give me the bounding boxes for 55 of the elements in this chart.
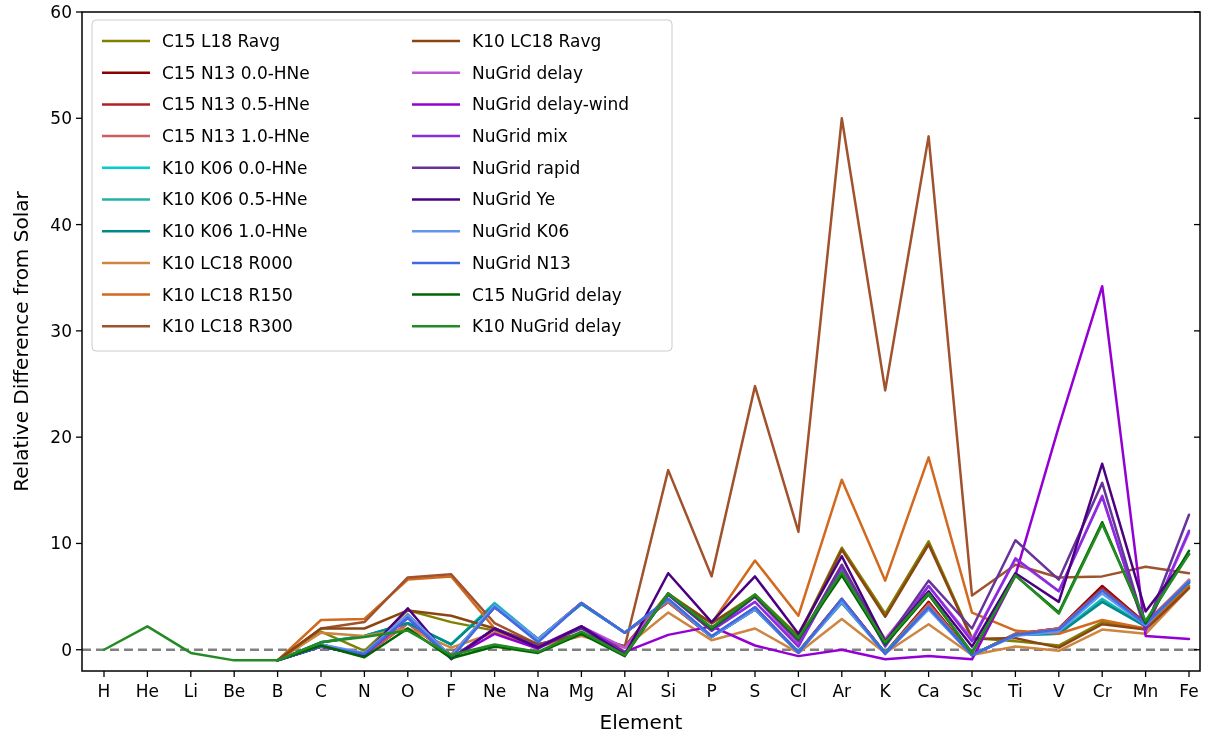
x-tick-label: O: [401, 681, 415, 701]
x-tick-label: Sc: [961, 681, 983, 701]
x-tick-label: S: [749, 681, 761, 701]
x-tick-label: Mg: [568, 681, 595, 701]
x-axis-title: Element: [599, 710, 683, 734]
legend-label: K10 K06 1.0-HNe: [162, 221, 308, 242]
y-tick-label: 60: [50, 1, 72, 22]
legend-label: NuGrid delay: [472, 62, 584, 83]
legend-label: NuGrid mix: [472, 126, 568, 147]
x-tick-label: Cr: [1092, 681, 1112, 701]
legend-label: C15 N13 1.0-HNe: [162, 126, 310, 147]
legend-label: K10 K06 0.0-HNe: [162, 157, 308, 178]
x-tick-label: Fe: [1179, 681, 1199, 701]
x-tick-label: Li: [183, 681, 198, 701]
y-tick-label: 40: [50, 214, 72, 235]
legend-label: K10 LC18 R300: [162, 316, 293, 337]
y-tick-label: 30: [50, 320, 72, 341]
y-tick-label: 10: [50, 533, 72, 554]
legend-label: C15 N13 0.5-HNe: [162, 94, 310, 115]
legend-label: K10 K06 0.5-HNe: [162, 189, 308, 210]
x-tick-label: Be: [223, 681, 246, 701]
x-tick-label: Ar: [832, 681, 852, 701]
x-tick-label: H: [97, 681, 111, 701]
x-tick-label: Na: [526, 681, 550, 701]
legend-label: C15 N13 0.0-HNe: [162, 62, 310, 83]
x-tick-label: Si: [660, 681, 676, 701]
x-tick-label: Cl: [790, 681, 807, 701]
legend-label: C15 NuGrid delay: [472, 284, 622, 305]
x-tick-label: F: [446, 681, 457, 701]
x-tick-label: N: [358, 681, 371, 701]
y-tick-label: 20: [50, 427, 72, 448]
legend-label: K10 NuGrid delay: [472, 316, 622, 337]
y-axis-title: Relative Difference from Solar: [9, 190, 33, 492]
x-tick-label: P: [706, 681, 717, 701]
legend-label: K10 LC18 Ravg: [472, 30, 602, 51]
x-tick-label: Ne: [483, 681, 507, 701]
x-tick-label: C: [315, 681, 327, 701]
legend-label: K10 LC18 R150: [162, 284, 293, 305]
x-tick-label: Mn: [1132, 681, 1159, 701]
legend-label: C15 L18 Ravg: [162, 30, 281, 51]
y-tick-label: 50: [50, 108, 72, 129]
x-tick-label: He: [135, 681, 160, 701]
x-tick-label: Ti: [1007, 681, 1023, 701]
x-tick-label: V: [1052, 681, 1065, 701]
x-tick-label: Ca: [917, 681, 940, 701]
legend-label: NuGrid delay-wind: [472, 94, 630, 115]
x-tick-label: B: [271, 681, 284, 701]
legend-label: K10 LC18 R000: [162, 252, 293, 273]
x-tick-label: Al: [616, 681, 633, 701]
legend-label: NuGrid N13: [472, 252, 571, 273]
y-tick-label: 0: [61, 639, 72, 660]
legend-label: NuGrid Ye: [472, 189, 556, 210]
x-tick-label: K: [879, 681, 892, 701]
legend-label: NuGrid K06: [472, 221, 570, 242]
legend-label: NuGrid rapid: [472, 157, 581, 178]
